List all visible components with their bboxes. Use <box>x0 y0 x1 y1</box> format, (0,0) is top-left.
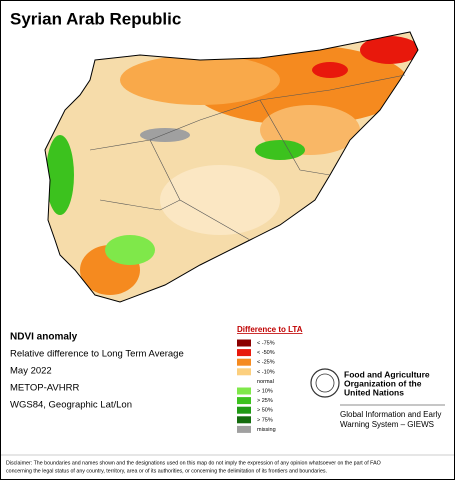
legend-label: > 10% <box>257 388 273 394</box>
legend-label: > 75% <box>257 417 273 423</box>
legend-swatch <box>237 368 251 376</box>
legend-label: > 50% <box>257 408 273 414</box>
legend-label: < -10% <box>257 369 275 375</box>
legend-swatch <box>237 425 251 433</box>
info-line: METOP-AVHRR <box>10 383 79 394</box>
legend-swatch <box>237 397 251 405</box>
legend: Difference to LTA < -75% < -50% < -25% < -1… <box>237 325 303 433</box>
disclaimer-line: concerning the legal status of any count… <box>6 468 327 474</box>
map-title: Syrian Arab Republic <box>10 9 181 28</box>
legend-label: < -50% <box>257 350 275 356</box>
org-name: Food and Agriculture <box>344 369 430 379</box>
admin-borders <box>89 74 406 241</box>
legend-title: Difference to LTA <box>237 325 303 334</box>
info-line: Relative difference to Long Term Average <box>10 349 184 360</box>
legend-swatch <box>237 406 251 414</box>
system-name: Warning System – GIEWS <box>340 420 434 429</box>
legend-label: normal <box>257 379 274 385</box>
info-line: WGS84, Geographic Lat/Lon <box>10 400 132 411</box>
legend-swatch <box>237 339 251 347</box>
legend-label: missing <box>257 427 276 433</box>
disclaimer: Disclaimer: The boundaries and names sho… <box>6 460 381 474</box>
legend-swatch <box>237 358 251 366</box>
disclaimer-line: Disclaimer: The boundaries and names sho… <box>6 460 381 466</box>
org-name: United Nations <box>344 387 404 397</box>
legend-label: < -25% <box>257 360 275 366</box>
org-name: Organization of the <box>344 378 422 388</box>
info-block: NDVI anomaly Relative difference to Long… <box>10 332 184 411</box>
legend-swatch <box>237 416 251 424</box>
system-name: Global Information and Early <box>340 410 441 419</box>
info-heading: NDVI anomaly <box>10 332 78 343</box>
legend-label: < -75% <box>257 340 275 346</box>
legend-label: > 25% <box>257 398 273 404</box>
fao-logo <box>310 368 445 406</box>
country-border <box>44 31 419 303</box>
legend-swatch <box>237 349 251 357</box>
legend-swatch <box>237 387 251 395</box>
info-line: May 2022 <box>10 366 52 377</box>
